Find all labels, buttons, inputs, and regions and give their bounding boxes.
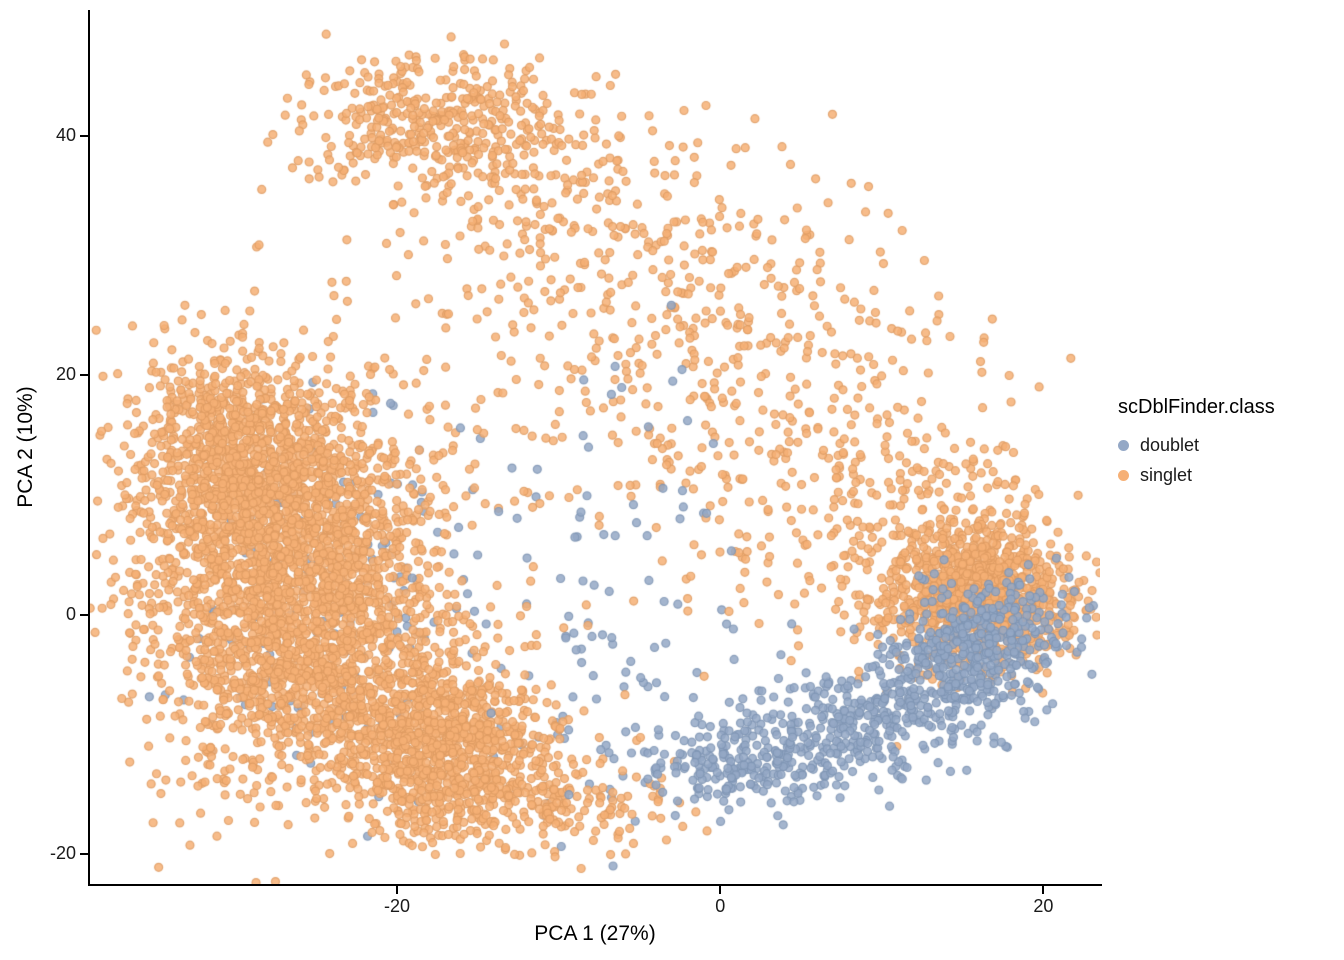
x-tick-label: 20 (1033, 896, 1054, 916)
y-tick-mark (80, 613, 88, 616)
legend: scDblFinder.class doublet singlet (1118, 396, 1275, 495)
y-tick-mark (80, 134, 88, 137)
x-tick-label: 0 (715, 896, 726, 916)
x-tick-mark (719, 886, 722, 894)
legend-title: scDblFinder.class (1118, 396, 1275, 418)
legend-item-singlet: singlet (1118, 465, 1275, 486)
doublet-dot-icon (1118, 440, 1129, 451)
singlet-dot-icon (1118, 470, 1129, 481)
scatter-canvas (90, 10, 1100, 884)
y-tick-mark (80, 374, 88, 377)
legend-label-singlet: singlet (1140, 465, 1193, 485)
y-axis-title: PCA 2 (10%) (14, 386, 37, 508)
y-tick-label: 0 (65, 603, 76, 624)
y-tick-label: 40 (55, 124, 76, 145)
y-axis-line (88, 10, 90, 886)
x-axis-line (88, 884, 1102, 886)
x-axis-title: PCA 1 (27%) (534, 922, 656, 945)
x-tick-mark (1042, 886, 1045, 894)
y-tick-mark (80, 853, 88, 856)
legend-label-doublet: doublet (1140, 435, 1200, 455)
x-tick-label: -20 (384, 896, 411, 916)
x-tick-mark (396, 886, 399, 894)
y-tick-label: -20 (49, 843, 76, 864)
y-tick-label: 20 (55, 364, 76, 385)
legend-item-doublet: doublet (1118, 435, 1275, 456)
